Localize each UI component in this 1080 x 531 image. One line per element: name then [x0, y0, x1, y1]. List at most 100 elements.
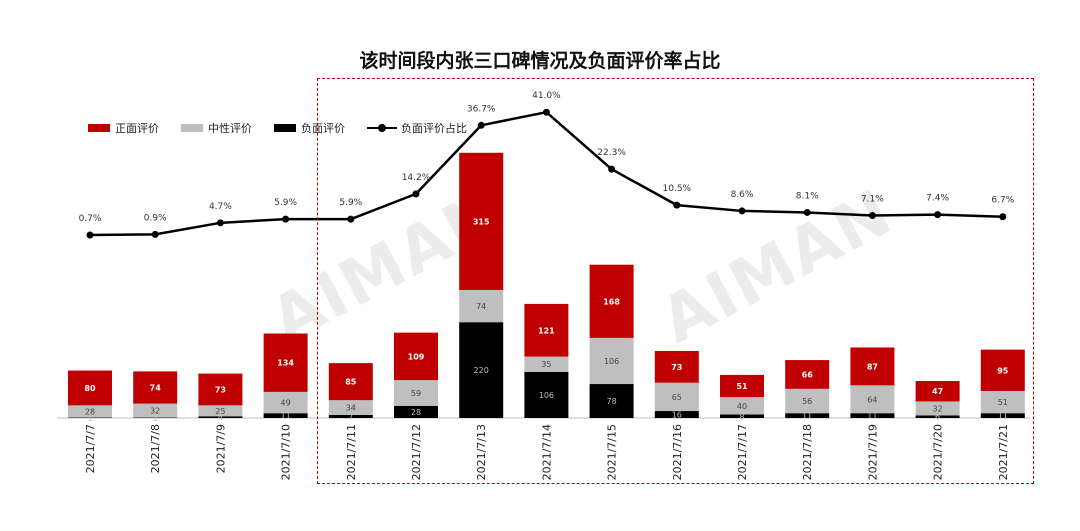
legend-label-neutral: 中性评价	[208, 122, 252, 135]
chart-legend: 正面评价 中性评价 负面评价 负面评价占比	[88, 121, 489, 135]
bar-segment	[394, 405, 438, 418]
ratio-data-label: 10.5%	[663, 184, 692, 194]
bar-data-label: 315	[473, 217, 490, 226]
bar-segment	[589, 264, 634, 338]
legend-item-positive: 正面评价	[88, 120, 159, 136]
bar-segment	[133, 371, 178, 404]
x-tick-label: 2021/7/10	[280, 424, 293, 480]
bar-data-label: 40	[737, 402, 747, 411]
bar-segment	[850, 413, 895, 418]
bar-segment	[850, 385, 895, 414]
bar-data-label: 65	[672, 393, 682, 402]
bar-segment	[654, 411, 699, 418]
bar-segment	[394, 380, 438, 406]
ratio-data-label: 5.9%	[274, 198, 297, 208]
bar-data-label: 87	[867, 362, 878, 371]
legend-item-neutral: 中性评价	[181, 120, 252, 136]
bar-segment	[915, 380, 960, 402]
bar-data-label: 220	[474, 366, 489, 375]
ratio-data-label: 14.2%	[402, 173, 431, 183]
bar-data-label: 51	[736, 382, 748, 391]
bar-data-label: 28	[85, 407, 95, 416]
bar-data-label: 121	[538, 326, 555, 335]
bar-segment	[198, 405, 243, 417]
bar-data-label: 11	[867, 412, 877, 421]
legend-label-negative: 负面评价	[301, 122, 345, 135]
ratio-data-label: 7.1%	[861, 195, 884, 205]
bar-data-label: 106	[539, 391, 554, 400]
ratio-data-label: 4.7%	[209, 202, 232, 212]
bar-data-label: 11	[998, 412, 1008, 421]
x-tick-label: 2021/7/8	[149, 424, 162, 473]
bar-data-label: 32	[933, 404, 943, 413]
bar-segment	[263, 391, 308, 414]
bar-data-label: 73	[215, 385, 226, 394]
legend-swatch-ratio	[367, 123, 397, 133]
ratio-data-label: 41.0%	[532, 91, 561, 101]
ratio-data-label: 0.7%	[79, 214, 102, 224]
bar-data-label: 51	[998, 398, 1008, 407]
bar-segment	[459, 152, 504, 290]
bar-segment	[328, 363, 373, 401]
bar-data-label: 85	[345, 378, 357, 387]
bar-data-label: 168	[603, 297, 620, 306]
ratio-data-label: 8.6%	[731, 190, 754, 200]
ratio-data-label: 8.1%	[796, 191, 819, 201]
bar-segment	[68, 370, 112, 406]
legend-swatch-neutral	[181, 124, 203, 132]
bar-segment	[785, 388, 830, 414]
bar-segment	[654, 350, 699, 383]
bar-data-label: 34	[346, 404, 356, 413]
bar-data-label: 47	[932, 387, 943, 396]
bar-data-label: 80	[84, 384, 96, 393]
bar-data-label: 59	[411, 389, 421, 398]
ratio-data-label: 36.7%	[467, 104, 496, 114]
bar-segment	[720, 374, 764, 398]
legend-item-ratio: 负面评价占比	[367, 120, 467, 136]
bar-data-label: 74	[150, 384, 162, 393]
ratio-data-label: 5.9%	[339, 198, 362, 208]
bar-segment	[524, 303, 569, 357]
bar-segment	[589, 337, 634, 385]
bar-segment	[328, 400, 373, 415]
bar-data-label: 95	[997, 366, 1009, 375]
ratio-point	[868, 212, 876, 220]
bar-segment	[198, 416, 243, 418]
bar-data-label: 64	[867, 395, 877, 404]
bar-data-label: 35	[541, 360, 551, 369]
x-tick-label: 2021/7/17	[736, 424, 749, 480]
ratio-point	[282, 215, 290, 223]
bar-segment	[459, 289, 504, 323]
ratio-point	[673, 201, 681, 209]
ratio-point	[608, 165, 616, 173]
highlight-box	[317, 78, 1034, 484]
bar-segment	[915, 415, 960, 418]
ratio-data-label: 6.7%	[991, 196, 1014, 206]
bar-segment	[850, 347, 895, 386]
bar-segment	[980, 413, 1025, 418]
x-tick-label: 2021/7/9	[214, 424, 227, 473]
bar-segment	[524, 371, 569, 418]
ratio-point	[934, 211, 942, 219]
ratio-point	[542, 108, 550, 116]
bar-segment	[328, 414, 373, 418]
x-tick-label: 2021/7/18	[801, 424, 814, 480]
bar-data-label: 73	[671, 363, 682, 372]
bar-data-label: 1	[153, 414, 158, 423]
bar-data-label: 74	[476, 302, 486, 311]
x-tick-label: 2021/7/12	[410, 424, 423, 480]
bar-segment	[980, 349, 1025, 391]
bar-segment	[915, 401, 960, 416]
bar-data-label: 16	[672, 411, 682, 420]
ratio-point	[151, 230, 159, 238]
x-tick-label: 2021/7/21	[997, 424, 1010, 480]
bar-data-label: 7	[348, 412, 353, 421]
x-tick-label: 2021/7/11	[345, 424, 358, 480]
bar-segment	[720, 414, 764, 418]
bar-segment	[720, 397, 764, 415]
bar-data-label: 49	[281, 399, 291, 408]
bar-data-label: 56	[802, 397, 812, 406]
x-tick-label: 2021/7/15	[606, 424, 619, 480]
ratio-data-label: 0.9%	[144, 213, 167, 223]
